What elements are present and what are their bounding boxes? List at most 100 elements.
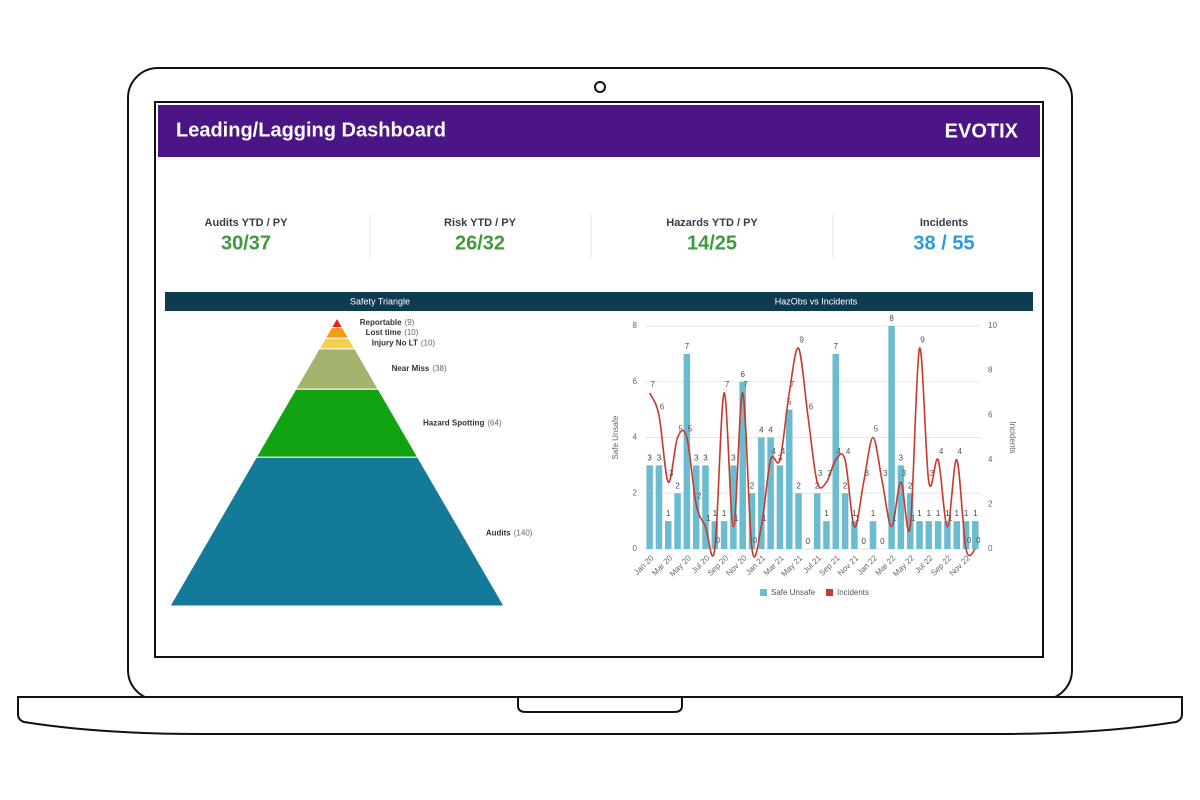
data-label: 3 <box>902 469 907 478</box>
bar <box>795 493 802 549</box>
y-tick-label: 8 <box>633 321 638 330</box>
data-label: 4 <box>768 426 773 435</box>
bar <box>934 521 942 549</box>
data-label: 9 <box>920 335 925 344</box>
bar <box>823 521 830 549</box>
y2-axis-title: Incidents <box>1008 421 1017 453</box>
bar <box>739 381 746 549</box>
data-label: 2 <box>796 481 801 490</box>
bar <box>767 437 774 549</box>
bar <box>832 353 840 549</box>
data-label: 0 <box>880 537 885 546</box>
y2-tick-label: 10 <box>988 321 997 330</box>
segment-label: Audits <box>486 529 511 538</box>
section-bar <box>165 292 1033 311</box>
segment-value: (64) <box>487 418 502 427</box>
data-label: 1 <box>955 509 960 518</box>
bar <box>646 465 653 549</box>
y-axis-title: Safe Unsafe <box>611 415 620 460</box>
bar <box>720 521 728 549</box>
data-label: 3 <box>669 469 674 478</box>
bar <box>897 465 905 549</box>
data-label: 1 <box>706 514 711 523</box>
kpi-value: 30/37 <box>221 232 271 254</box>
data-label: 6 <box>660 402 665 411</box>
bar <box>925 521 933 549</box>
data-label: 3 <box>864 469 869 478</box>
data-label: 7 <box>743 380 748 389</box>
data-label: 2 <box>815 481 820 490</box>
bar <box>655 465 663 549</box>
data-label: 1 <box>734 514 739 523</box>
y2-tick-label: 4 <box>988 455 993 464</box>
data-label: 3 <box>703 453 708 462</box>
bar <box>813 493 821 549</box>
data-label: 4 <box>939 447 944 456</box>
y-tick-label: 4 <box>633 433 638 442</box>
bar <box>888 326 895 549</box>
pyramid-segment <box>318 337 356 350</box>
logo: EVOTIX <box>945 120 1019 142</box>
data-label: 2 <box>843 481 848 490</box>
bar <box>748 493 756 549</box>
bar <box>869 521 877 549</box>
bar <box>683 353 691 549</box>
segment-label: Reportable <box>360 318 402 327</box>
data-label: 0 <box>967 536 972 545</box>
data-label: 4 <box>771 447 776 456</box>
data-label: 1 <box>964 509 969 518</box>
kpi-value: 38 / 55 <box>913 232 974 254</box>
data-label: 0 <box>861 537 866 546</box>
data-label: 5 <box>787 398 792 407</box>
segment-label: Hazard Spotting <box>423 418 484 427</box>
bar <box>841 493 849 549</box>
segment-value: (10) <box>404 328 419 337</box>
data-label: 5 <box>688 425 693 434</box>
legend-label: Incidents <box>837 588 869 597</box>
kpi-label: Risk YTD / PY <box>444 217 517 229</box>
data-label: 3 <box>731 453 736 462</box>
y2-tick-label: 2 <box>988 500 993 509</box>
data-label: 0 <box>976 536 981 545</box>
y-tick-label: 0 <box>633 544 638 553</box>
legend-swatch <box>760 589 767 596</box>
kpi-value: 26/32 <box>455 232 505 254</box>
data-label: 1 <box>945 509 950 518</box>
y2-tick-label: 6 <box>988 410 993 419</box>
data-label: 3 <box>827 469 832 478</box>
y-tick-label: 6 <box>633 377 638 386</box>
data-label: 1 <box>762 514 767 523</box>
y2-tick-label: 8 <box>988 366 993 375</box>
chart-title: Safety Triangle <box>350 296 410 306</box>
bar <box>916 521 923 549</box>
data-label: 7 <box>790 380 795 389</box>
data-label: 2 <box>908 481 913 490</box>
data-label: 8 <box>889 314 894 323</box>
y2-tick-label: 0 <box>988 544 993 553</box>
data-label: 1 <box>927 509 932 518</box>
segment-value: (10) <box>421 339 436 348</box>
data-label: 1 <box>871 509 876 518</box>
data-label: 3 <box>899 453 904 462</box>
data-label: 9 <box>799 335 804 344</box>
chart-title: HazObs vs Incidents <box>775 296 858 306</box>
data-label: 0 <box>806 537 811 546</box>
data-label: 0 <box>716 536 721 545</box>
data-label: 4 <box>846 447 851 456</box>
data-label: 1 <box>973 509 978 518</box>
laptop-base <box>17 696 1183 735</box>
data-label: 2 <box>675 481 680 490</box>
kpi-label: Audits YTD / PY <box>205 217 289 229</box>
data-label: 4 <box>837 447 842 456</box>
kpi-value: 14/25 <box>687 232 737 254</box>
data-label: 1 <box>892 514 897 523</box>
bar <box>851 521 858 549</box>
data-label: 3 <box>818 469 823 478</box>
data-label: 1 <box>713 509 718 518</box>
bar <box>953 521 960 549</box>
data-label: 6 <box>809 402 814 411</box>
data-label: 7 <box>834 342 839 351</box>
bar <box>711 521 719 549</box>
data-label: 1 <box>722 509 727 518</box>
